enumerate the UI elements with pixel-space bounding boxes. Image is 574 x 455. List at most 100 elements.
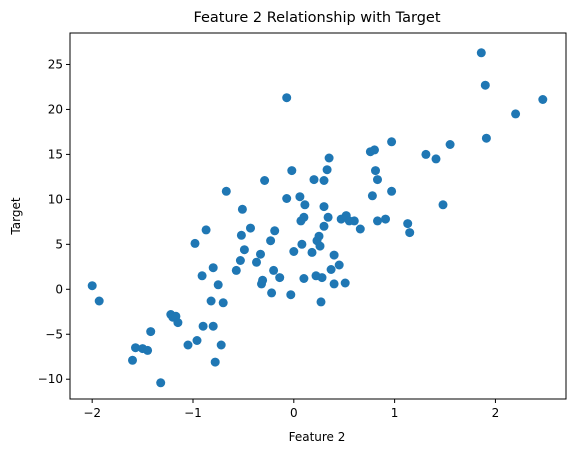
data-point bbox=[307, 247, 317, 257]
data-point bbox=[146, 327, 156, 337]
data-point bbox=[208, 321, 218, 331]
data-point bbox=[128, 355, 137, 365]
data-point bbox=[511, 109, 521, 119]
data-point bbox=[299, 274, 309, 283]
data-point bbox=[300, 200, 310, 210]
data-point bbox=[381, 214, 390, 224]
data-point bbox=[183, 340, 193, 350]
data-point bbox=[538, 95, 548, 104]
data-point bbox=[218, 298, 228, 308]
y-tick-label: 25 bbox=[48, 57, 63, 71]
data-point bbox=[387, 137, 397, 147]
plot-frame bbox=[69, 32, 567, 400]
data-point bbox=[282, 194, 292, 203]
data-point bbox=[405, 228, 415, 238]
y-tick-label: 0 bbox=[55, 282, 63, 296]
data-point bbox=[323, 212, 333, 222]
data-point bbox=[198, 321, 208, 331]
data-point bbox=[373, 216, 382, 226]
data-point bbox=[480, 80, 490, 90]
data-points bbox=[87, 48, 548, 388]
data-point bbox=[329, 279, 339, 289]
data-point bbox=[367, 191, 377, 201]
data-point bbox=[201, 225, 211, 235]
data-point bbox=[349, 216, 359, 226]
data-point bbox=[208, 263, 218, 273]
data-point bbox=[213, 280, 223, 290]
data-point bbox=[421, 149, 431, 159]
y-tick-label: 15 bbox=[48, 147, 63, 161]
data-point bbox=[237, 204, 247, 214]
x-axis-label: Feature 2 bbox=[289, 430, 346, 444]
x-tick-label: 2 bbox=[492, 406, 500, 420]
y-tick-label: 5 bbox=[55, 237, 63, 251]
y-tick-label: 20 bbox=[48, 102, 63, 116]
data-point bbox=[403, 219, 413, 229]
data-point bbox=[319, 221, 329, 231]
y-tick-label: −10 bbox=[38, 372, 63, 386]
data-point bbox=[373, 175, 382, 185]
data-point bbox=[316, 297, 326, 307]
data-point bbox=[315, 241, 325, 251]
data-point bbox=[266, 236, 276, 246]
data-point bbox=[252, 257, 261, 267]
data-point bbox=[131, 343, 140, 353]
data-point bbox=[206, 296, 216, 306]
data-point bbox=[235, 256, 245, 265]
x-tick-label: −1 bbox=[184, 406, 202, 420]
data-point bbox=[221, 186, 231, 196]
data-point bbox=[317, 273, 327, 283]
data-point bbox=[334, 260, 344, 270]
y-tick-label: 10 bbox=[48, 192, 63, 206]
data-point bbox=[192, 336, 202, 345]
data-point bbox=[210, 357, 220, 367]
data-point bbox=[481, 133, 491, 143]
data-point bbox=[156, 378, 166, 388]
x-tick-label: −2 bbox=[83, 406, 101, 420]
x-axis-ticks: −2 −1 0 1 2 bbox=[83, 399, 499, 420]
data-point bbox=[445, 140, 455, 149]
data-point bbox=[269, 265, 279, 275]
y-axis-label: Target bbox=[9, 197, 23, 235]
data-point bbox=[275, 273, 285, 283]
data-point bbox=[216, 340, 226, 350]
data-point bbox=[256, 249, 265, 259]
data-point bbox=[87, 281, 97, 291]
data-point bbox=[173, 318, 183, 328]
data-point bbox=[324, 153, 334, 163]
data-point bbox=[258, 275, 268, 285]
data-point bbox=[289, 247, 299, 256]
data-point bbox=[197, 271, 207, 281]
data-point bbox=[438, 200, 448, 210]
data-point bbox=[329, 250, 339, 260]
data-point bbox=[267, 288, 277, 298]
data-point bbox=[190, 238, 200, 248]
data-point bbox=[282, 93, 292, 103]
data-point bbox=[270, 226, 280, 236]
data-point bbox=[297, 239, 307, 249]
x-tick-label: 0 bbox=[290, 406, 298, 420]
data-point bbox=[322, 165, 332, 175]
data-point bbox=[239, 245, 249, 255]
y-axis-ticks: −10 −5 0 5 10 15 20 25 bbox=[38, 57, 70, 386]
data-point bbox=[309, 175, 319, 185]
data-point bbox=[370, 145, 379, 155]
data-point bbox=[371, 166, 380, 176]
data-point bbox=[319, 202, 329, 212]
data-point bbox=[355, 224, 365, 234]
data-point bbox=[286, 290, 296, 300]
data-point bbox=[340, 278, 350, 288]
data-point bbox=[295, 192, 305, 202]
y-tick-label: −5 bbox=[45, 327, 63, 341]
data-point bbox=[476, 48, 486, 58]
data-point bbox=[94, 296, 104, 306]
data-point bbox=[299, 212, 309, 222]
x-tick-label: 1 bbox=[391, 406, 399, 420]
data-point bbox=[431, 154, 441, 164]
data-point bbox=[387, 186, 397, 196]
data-point bbox=[314, 231, 324, 241]
chart-title: Feature 2 Relationship with Target bbox=[193, 10, 440, 26]
data-point bbox=[246, 223, 255, 233]
data-point bbox=[236, 230, 246, 240]
